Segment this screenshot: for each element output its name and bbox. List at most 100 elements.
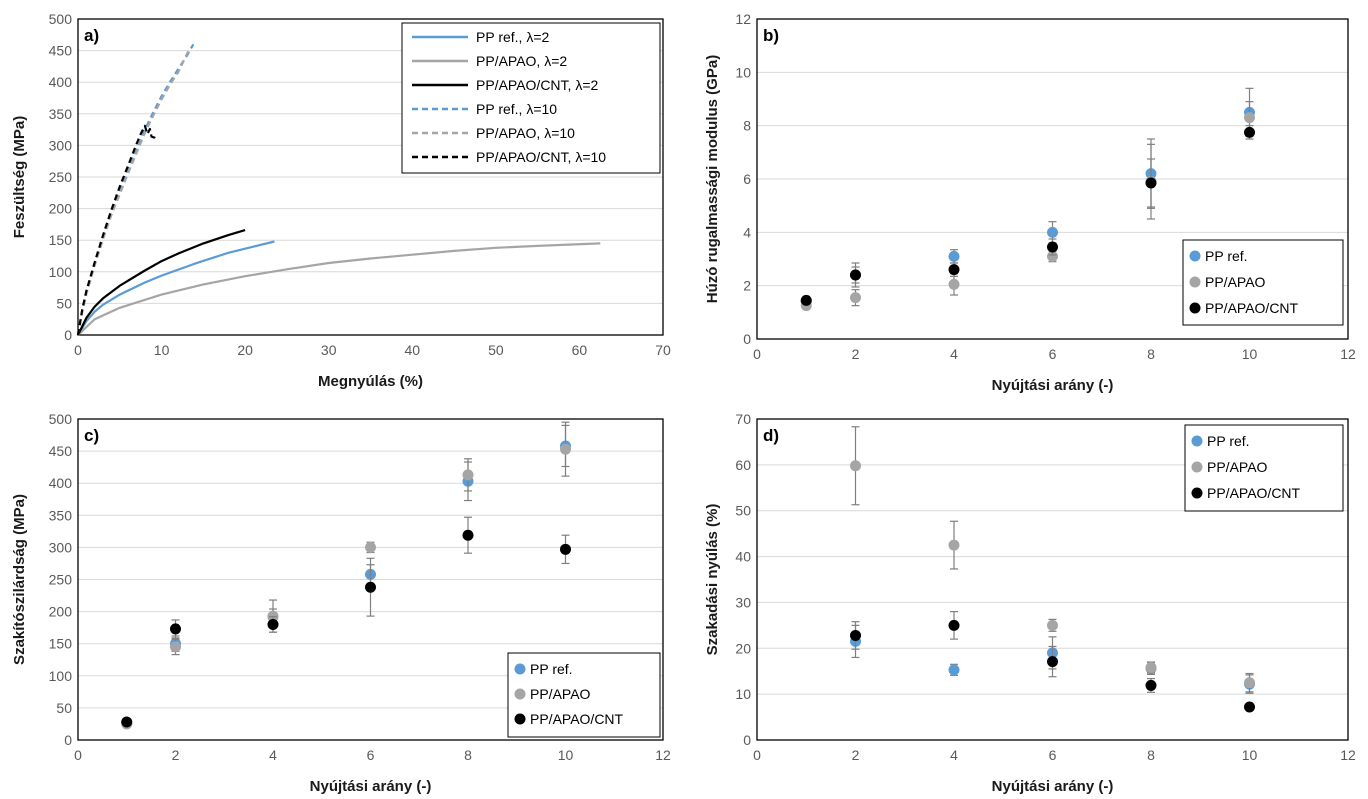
series-line-3	[77, 229, 246, 336]
y-tick-label: 150	[49, 636, 73, 652]
y-tick-label: 0	[64, 732, 72, 748]
data-point	[948, 664, 960, 676]
x-tick-label: 4	[950, 346, 958, 362]
x-tick-label: 10	[154, 342, 170, 358]
x-tick-label: 8	[1147, 346, 1155, 362]
plot-frame	[77, 418, 664, 741]
data-point	[365, 541, 376, 553]
panel-label: c)	[84, 426, 99, 445]
data-point	[948, 619, 960, 631]
panel-label: a)	[84, 26, 99, 45]
x-tick-label: 20	[237, 342, 253, 358]
data-point	[850, 460, 861, 472]
x-tick-label: 60	[572, 342, 588, 358]
y-tick-label: 250	[49, 169, 73, 185]
legend-label: PP/APAO/CNT, λ=2	[476, 77, 598, 93]
data-point	[170, 623, 181, 635]
series-3	[121, 516, 571, 728]
legend: PP ref. PP/APAO PP/APAO/CNT	[1184, 424, 1344, 512]
legend: PP ref. PP/APAO PP/APAO/CNT	[507, 652, 661, 738]
x-tick-label: 50	[488, 342, 504, 358]
y-tick-label: 10	[735, 64, 751, 80]
data-point	[1047, 656, 1058, 668]
y-tick-label: 8	[743, 118, 751, 134]
data-point	[1244, 112, 1255, 124]
legend-box	[1184, 424, 1344, 512]
x-tick-label: 12	[655, 747, 671, 763]
y-tick-label: 0	[743, 331, 751, 347]
data-point	[267, 618, 279, 630]
series-line-2	[77, 242, 601, 336]
y-tick-label: 40	[735, 549, 751, 565]
y-tick-label: 20	[735, 640, 751, 656]
y-tick-label: 6	[743, 171, 751, 187]
y-tick-label: 250	[49, 572, 73, 588]
legend-box	[507, 652, 661, 738]
legend-label: PP ref., λ=2	[476, 29, 549, 45]
x-tick-label: 8	[1147, 747, 1155, 763]
data-point	[850, 629, 861, 641]
data-point	[560, 543, 571, 555]
data-point	[1145, 662, 1157, 674]
panel-c: 0 50 100 150 200 250 300 350 400 450 500 0 2 4 6 8 10 12 N…	[11, 411, 671, 795]
data-point	[267, 610, 279, 622]
plot-frame	[756, 418, 1349, 741]
legend-box	[1182, 239, 1344, 326]
legend: PP ref. PP/APAO PP/APAO/CNT	[1182, 239, 1344, 326]
legend-label: PP/APAO	[1207, 459, 1268, 475]
legend-label: PP/APAO/CNT	[1207, 485, 1301, 501]
y-axis-title: Szakítószilárdság (MPa)	[11, 494, 28, 665]
x-tick-label: 0	[753, 747, 761, 763]
panel-a: 0 50 100 150 200 250 300 350 400 450 500 0 10 20 30 40 5…	[11, 11, 671, 390]
x-tick-label: 6	[367, 747, 375, 763]
x-tick-label: 10	[1242, 346, 1258, 362]
legend-label: PP ref.	[530, 661, 573, 677]
y-tick-label: 12	[735, 11, 751, 27]
y-tick-label: 10	[735, 686, 751, 702]
x-tick-label: 4	[269, 747, 277, 763]
y-tick-label: 350	[49, 106, 73, 122]
y-tick-label: 400	[49, 475, 73, 491]
x-tick-label: 40	[404, 342, 420, 358]
data-point	[121, 716, 133, 728]
legend-label: PP/APAO, λ=2	[476, 53, 567, 69]
y-axis-title: Szakadási nyúlás (%)	[704, 504, 721, 656]
plot-frame	[756, 18, 1349, 340]
data-point	[948, 250, 960, 262]
legend-marker	[1189, 250, 1201, 262]
data-point	[850, 269, 861, 281]
x-tick-label: 10	[1242, 747, 1258, 763]
data-point	[1047, 619, 1058, 631]
y-tick-label: 300	[49, 137, 73, 153]
x-tick-label: 8	[464, 747, 472, 763]
data-point	[462, 469, 474, 481]
x-tick-label: 12	[1340, 346, 1356, 362]
x-axis-title: Nyújtási arány (-)	[992, 778, 1114, 795]
data-point	[560, 443, 571, 455]
data-point	[1244, 701, 1255, 713]
data-point	[1047, 250, 1058, 262]
x-tick-label: 6	[1049, 747, 1057, 763]
y-tick-label: 0	[64, 327, 72, 343]
y-tick-label: 2	[743, 278, 751, 294]
legend-marker	[1191, 487, 1203, 499]
x-tick-label: 0	[74, 747, 82, 763]
y-tick-label: 500	[49, 411, 73, 427]
data-point	[1047, 226, 1058, 238]
legend-marker	[514, 688, 526, 700]
y-tick-label: 200	[49, 604, 73, 620]
legend-label: PP/APAO	[1205, 274, 1266, 290]
x-tick-label: 30	[321, 342, 337, 358]
legend-marker	[1191, 461, 1203, 473]
series-2	[850, 426, 1255, 693]
series-2	[121, 421, 571, 730]
legend-label: PP ref., λ=10	[476, 101, 557, 117]
legend-label: PP ref.	[1207, 433, 1250, 449]
data-point	[948, 264, 960, 276]
y-tick-label: 60	[735, 457, 751, 473]
y-tick-label: 100	[49, 264, 73, 280]
legend-marker	[1191, 435, 1203, 447]
legend-label: PP/APAO/CNT	[530, 711, 624, 727]
data-point	[850, 292, 861, 304]
